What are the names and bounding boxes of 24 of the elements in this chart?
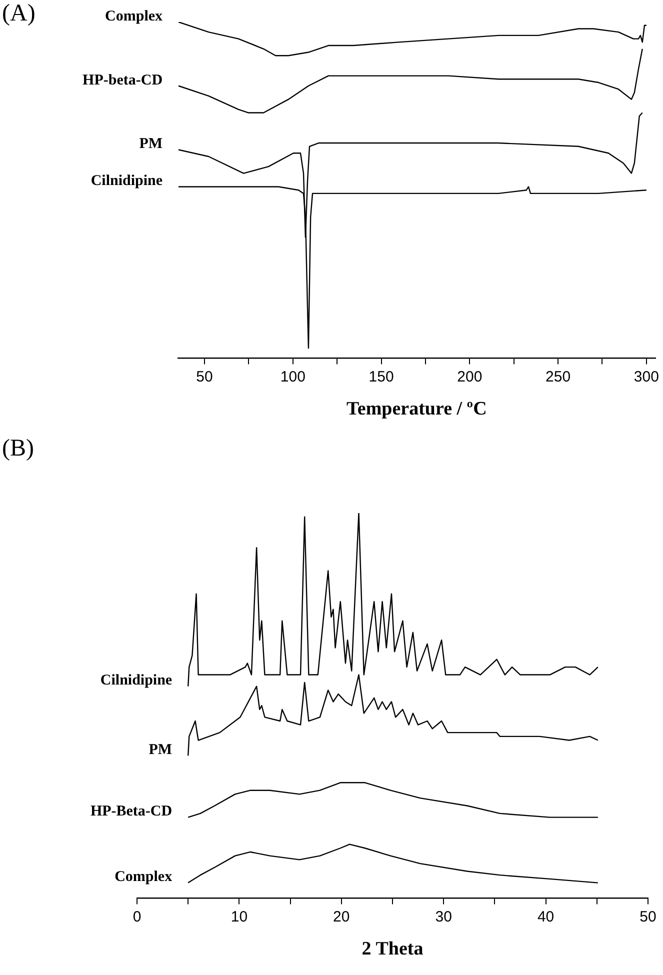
x-tick-label: 300 bbox=[634, 368, 659, 386]
series-label: PM bbox=[148, 742, 172, 758]
x-tick-label: 30 bbox=[435, 908, 452, 926]
x-tick-label: 100 bbox=[280, 368, 306, 386]
x-axis-title: Temperature / ºC bbox=[346, 398, 487, 420]
x-tick-label: 50 bbox=[640, 908, 656, 926]
x-tick-label: 40 bbox=[537, 908, 554, 926]
chart-title: (A) bbox=[2, 0, 36, 26]
series-label: HP-Beta-CD bbox=[90, 804, 172, 820]
x-tick-label: 250 bbox=[546, 368, 571, 386]
x-tick-label: 20 bbox=[333, 908, 350, 926]
series-label: Cilnidipine bbox=[100, 672, 172, 689]
chart-title: (B) bbox=[2, 435, 34, 462]
series-label: Complex bbox=[114, 869, 173, 886]
x-tick-label: 10 bbox=[230, 908, 248, 926]
series-label: PM bbox=[139, 136, 163, 152]
x-tick-label: 0 bbox=[132, 908, 142, 926]
series-label: HP-beta-CD bbox=[82, 72, 163, 88]
x-tick-label: 50 bbox=[196, 368, 213, 386]
series-label: Complex bbox=[105, 8, 164, 24]
x-tick-label: 150 bbox=[368, 368, 394, 386]
series-label: Cilnidipine bbox=[90, 173, 163, 190]
x-tick-label: 200 bbox=[457, 368, 482, 386]
x-axis-title: 2 Theta bbox=[362, 938, 424, 960]
